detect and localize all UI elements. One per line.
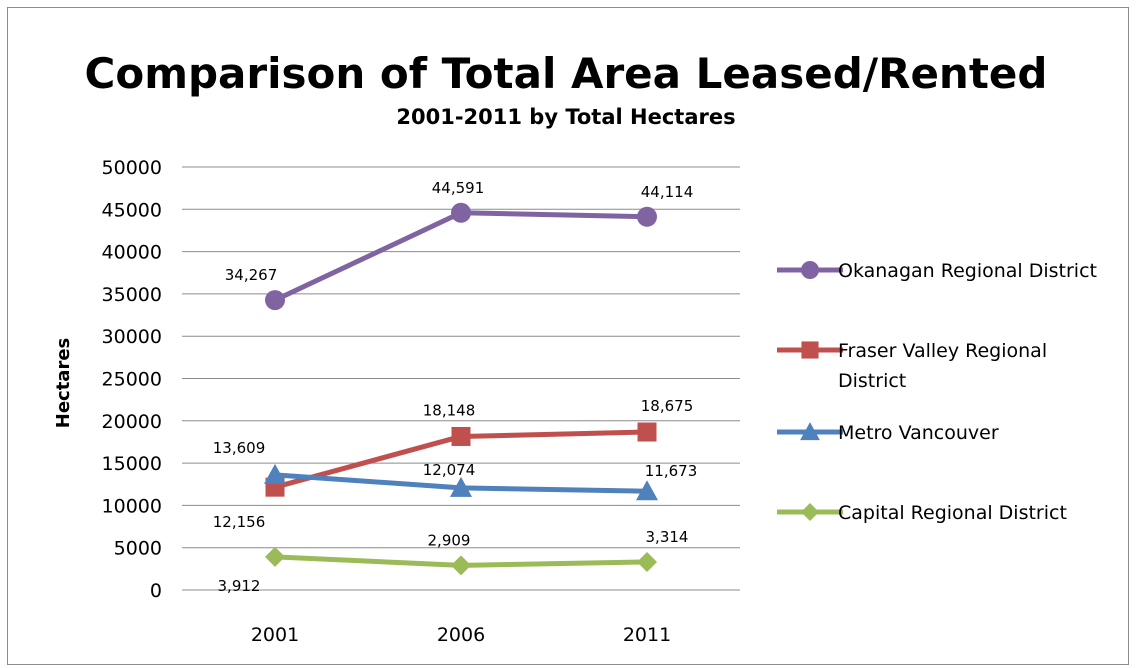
diamond-marker xyxy=(265,546,285,567)
legend: Okanagan Regional District Fraser Valley … xyxy=(777,260,1097,524)
circle-marker xyxy=(637,206,657,227)
legend-item-metro-vancouver: Metro Vancouver xyxy=(777,422,999,444)
square-marker xyxy=(801,341,819,359)
data-label: 44,591 xyxy=(432,179,485,197)
data-label: 12,156 xyxy=(213,513,266,531)
data-label: 3,314 xyxy=(646,528,689,546)
y-tick-label: 30000 xyxy=(102,326,162,348)
y-tick-label: 50000 xyxy=(102,157,162,179)
legend-item-fraser-valley-regional-district: Fraser Valley Regional District xyxy=(777,340,1047,392)
circle-marker xyxy=(265,290,285,311)
diamond-marker xyxy=(637,551,657,572)
circle-marker xyxy=(801,261,819,279)
chart-title: Comparison of Total Area Leased/Rented xyxy=(85,49,1048,98)
series-line xyxy=(273,210,648,303)
square-marker xyxy=(637,422,657,442)
triangle-marker xyxy=(450,476,472,497)
legend-label: Okanagan Regional District xyxy=(838,260,1097,282)
legend-label: Metro Vancouver xyxy=(838,422,999,444)
legend-label: Capital Regional District xyxy=(838,502,1067,524)
y-tick-label: 40000 xyxy=(102,242,162,264)
triangle-marker xyxy=(800,422,820,441)
y-tick-label: 5000 xyxy=(114,538,162,560)
data-labels: 34,267 44,591 44,114 12,156 18,148 18,675 13,6… xyxy=(213,179,698,595)
diamond-marker xyxy=(801,503,819,521)
x-tick-label: 2011 xyxy=(623,624,671,646)
legend-item-capital-regional-district: Capital Regional District xyxy=(777,502,1067,524)
square-marker xyxy=(451,426,471,446)
y-axis-ticks: 0 5000 10000 15000 20000 25000 30000 35000 40000… xyxy=(102,157,162,602)
y-tick-label: 20000 xyxy=(102,411,162,433)
y-tick-label: 10000 xyxy=(102,495,162,517)
series-okanagan-regional-district xyxy=(265,202,657,311)
y-tick-label: 25000 xyxy=(102,369,162,391)
data-label: 44,114 xyxy=(641,183,694,201)
y-axis-label: Hectares xyxy=(53,338,74,429)
data-label: 11,673 xyxy=(645,462,698,480)
chart-subtitle: 2001-2011 by Total Hectares xyxy=(396,105,735,129)
triangle-marker xyxy=(264,463,286,484)
series-group xyxy=(264,202,658,576)
x-axis-ticks: 2001 2006 2011 xyxy=(251,624,671,646)
series-capital-regional-district xyxy=(265,546,657,576)
y-tick-label: 0 xyxy=(150,580,162,602)
gridlines xyxy=(182,166,740,591)
x-tick-label: 2006 xyxy=(437,624,485,646)
data-label: 18,148 xyxy=(423,401,476,419)
data-label: 2,909 xyxy=(428,531,471,549)
triangle-marker xyxy=(636,480,658,501)
data-label: 18,675 xyxy=(641,397,694,415)
y-tick-label: 35000 xyxy=(102,284,162,306)
legend-label: Fraser Valley Regional xyxy=(838,340,1047,362)
y-tick-label: 45000 xyxy=(102,199,162,221)
data-label: 34,267 xyxy=(225,266,278,284)
data-label: 12,074 xyxy=(423,461,476,479)
series-metro-vancouver xyxy=(264,463,658,501)
legend-item-okanagan-regional-district: Okanagan Regional District xyxy=(777,260,1097,282)
data-label: 13,609 xyxy=(213,439,266,457)
circle-marker xyxy=(451,202,471,223)
diamond-marker xyxy=(451,555,471,576)
y-tick-label: 15000 xyxy=(102,453,162,475)
x-tick-label: 2001 xyxy=(251,624,299,646)
legend-label: District xyxy=(838,370,906,392)
data-label: 3,912 xyxy=(218,577,261,595)
